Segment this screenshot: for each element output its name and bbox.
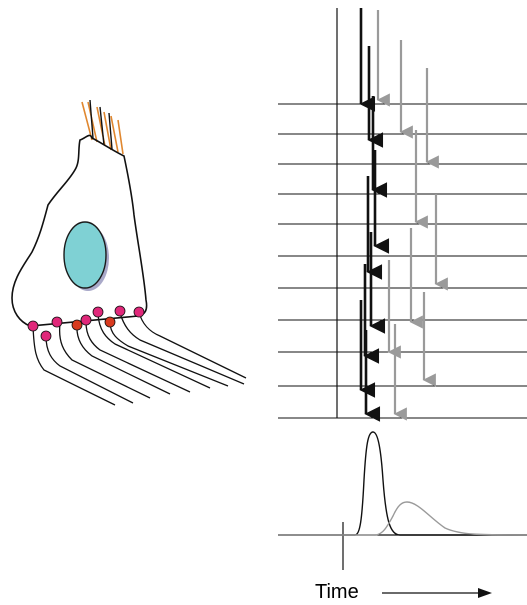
afferent-fibers — [32, 311, 247, 406]
synapse-dot — [40, 330, 52, 342]
fiber-trace-lines — [278, 103, 527, 419]
spike-raster — [278, 8, 527, 422]
late-spike-arrows — [376, 10, 448, 421]
synapse-dot — [71, 319, 83, 331]
hair-bundle-dark — [89, 99, 113, 150]
synapses — [27, 305, 145, 342]
synapse-dot — [27, 320, 39, 332]
nucleus — [63, 221, 107, 289]
early-spike-arrows — [359, 8, 390, 422]
hair-cell — [11, 99, 247, 406]
time-label: Time — [315, 581, 359, 603]
synapse-dot — [51, 316, 63, 328]
synapse-dot — [80, 314, 92, 326]
hair-bundle — [81, 101, 124, 155]
time-axis: Time — [315, 581, 492, 603]
synapse-dot — [133, 306, 145, 318]
synapse-dot — [114, 305, 126, 317]
late-response-curve — [278, 501, 527, 536]
time-arrow-head — [478, 588, 492, 598]
synapse-dot — [92, 306, 104, 318]
early-response-curve — [278, 431, 527, 536]
synapse-dot — [104, 316, 116, 328]
response-curves — [278, 431, 527, 570]
